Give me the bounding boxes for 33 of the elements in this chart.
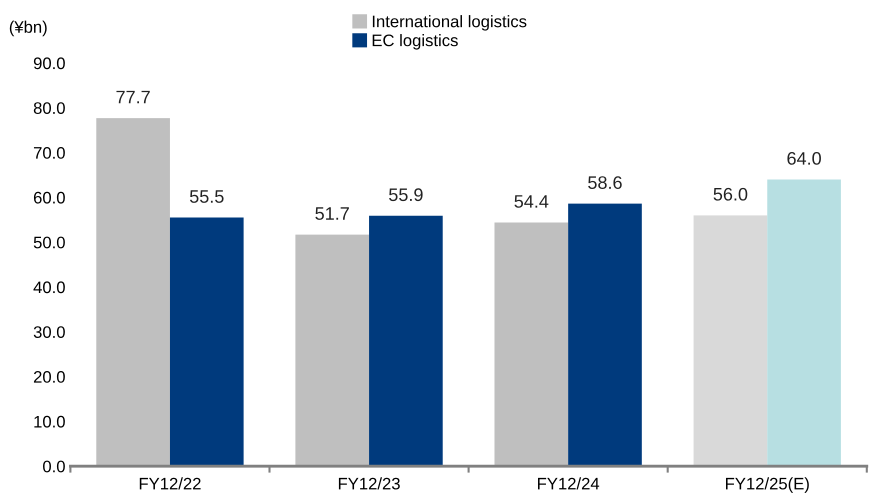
x-tick-label: FY12/23	[338, 477, 400, 490]
data-label: 64.0	[787, 152, 821, 165]
y-tick-label: 30.0	[34, 326, 65, 338]
bar	[767, 179, 841, 466]
bar	[295, 234, 370, 466]
data-label: 55.9	[389, 188, 423, 202]
bar	[369, 216, 443, 466]
y-axis-title: (¥bn)	[10, 20, 47, 36]
x-tick-label: FY12/22	[140, 477, 201, 490]
bar	[568, 204, 642, 466]
data-label: 51.7	[315, 207, 349, 220]
data-label: 58.6	[588, 176, 622, 189]
legend-label: EC logistics	[372, 34, 458, 50]
y-tick-label: 40.0	[33, 281, 65, 294]
y-tick-label: 80.0	[34, 102, 65, 114]
bar	[170, 218, 244, 466]
y-tick-label: 0.0	[43, 460, 65, 472]
y-tick-label: 50.0	[34, 236, 65, 248]
x-tick-label: FY12/24	[538, 477, 600, 490]
y-tick-label: 90.0	[34, 57, 65, 70]
y-tick-label: 60.0	[34, 192, 65, 204]
bar	[694, 215, 768, 466]
legend-label: International logistics	[372, 15, 526, 31]
data-label: 56.0	[714, 188, 748, 201]
y-tick-label: 70.0	[34, 147, 65, 159]
y-tick-label: 20.0	[34, 371, 65, 383]
y-tick-label: 10.0	[34, 416, 65, 428]
x-tick-label: FY12/25(E)	[726, 477, 809, 493]
data-label: 55.5	[190, 190, 224, 203]
data-label: 54.4	[514, 195, 548, 208]
data-label: 77.7	[116, 90, 150, 104]
bar	[96, 118, 170, 466]
bar	[494, 222, 568, 466]
